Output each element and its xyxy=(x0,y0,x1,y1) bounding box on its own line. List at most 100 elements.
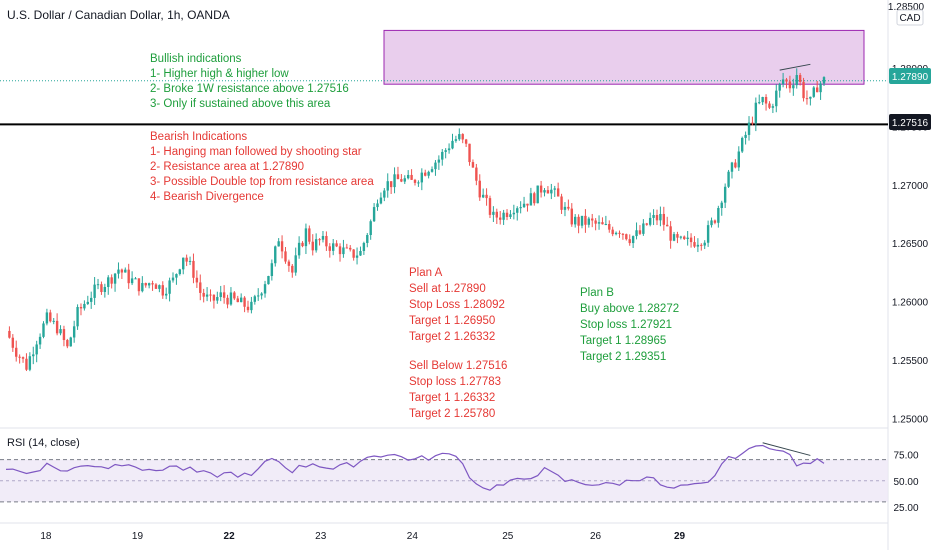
candle-body xyxy=(362,242,366,251)
candle-body xyxy=(481,194,485,198)
candle-body xyxy=(280,241,284,252)
candle-body xyxy=(812,87,815,97)
time-tick-label: 29 xyxy=(674,531,686,542)
candle-body xyxy=(332,243,335,251)
plan-a-line: Target 2 1.26332 xyxy=(409,331,495,343)
candle-body xyxy=(730,162,734,172)
candle-body xyxy=(185,257,188,262)
candle-body xyxy=(611,229,614,235)
candle-body xyxy=(485,194,488,199)
candle-body xyxy=(669,226,672,241)
candle-body xyxy=(178,269,182,275)
plan-a-alt-line: Stop loss 1.27783 xyxy=(409,376,501,388)
candle-body xyxy=(584,215,587,225)
candle-body xyxy=(754,102,758,124)
candle-body xyxy=(781,79,785,84)
candle-body xyxy=(233,292,236,299)
candle-body xyxy=(49,312,52,322)
candle-body xyxy=(352,249,355,258)
top-price-cut: 1.28500 xyxy=(888,2,925,13)
candle-body xyxy=(424,172,427,176)
candle-body xyxy=(468,143,471,163)
candle-body xyxy=(100,284,103,293)
currency-box[interactable] xyxy=(896,9,924,26)
candle-body xyxy=(771,106,775,108)
rsi-axis: 75.00 50.00 25.00 xyxy=(893,450,918,514)
candle-body xyxy=(464,139,468,144)
candle-body xyxy=(147,283,151,286)
candle-body xyxy=(342,247,345,255)
candle-body xyxy=(66,340,69,347)
candle-body xyxy=(628,239,631,244)
candle-body xyxy=(35,344,38,355)
candle-body xyxy=(580,215,584,226)
candle-body xyxy=(62,329,66,341)
candle-body xyxy=(451,140,454,149)
candle-body xyxy=(410,174,413,180)
candle-body xyxy=(546,190,550,194)
candle-body xyxy=(253,296,257,302)
candle-body xyxy=(618,232,621,234)
candle-body xyxy=(314,239,318,251)
candle-body xyxy=(587,218,591,225)
time-tick-label: 24 xyxy=(407,531,419,542)
candle-body xyxy=(212,294,216,301)
candle-body xyxy=(222,292,226,298)
candle-body xyxy=(645,223,648,225)
price-tick-label: 1.26000 xyxy=(892,298,929,309)
candle-body xyxy=(788,81,792,89)
candle-body xyxy=(76,307,79,327)
candle-body xyxy=(420,172,424,183)
candle-body xyxy=(335,243,338,247)
candle-body xyxy=(430,169,434,172)
candle-body xyxy=(519,207,522,209)
candle-body xyxy=(822,77,826,84)
candle-body xyxy=(260,293,263,296)
price-tick-label: 1.25000 xyxy=(892,415,929,426)
plan-b-line: Target 2 1.29351 xyxy=(580,351,666,363)
candle-body xyxy=(659,213,662,221)
candle-body xyxy=(785,79,788,82)
candle-body xyxy=(642,223,645,234)
rsi-divergence-line[interactable] xyxy=(762,442,811,456)
candle-body xyxy=(608,223,611,230)
plan-a-alt-line: Sell Below 1.27516 xyxy=(409,360,507,372)
candle-body xyxy=(560,196,563,210)
candle-body xyxy=(413,179,417,183)
candle-body xyxy=(188,260,192,262)
candle-body xyxy=(798,75,802,82)
resistance-zone[interactable] xyxy=(383,29,865,85)
candle-body xyxy=(328,246,331,251)
rsi-line xyxy=(5,444,825,491)
price-tick-label: 1.27000 xyxy=(892,181,929,192)
candle-body xyxy=(52,320,55,322)
candle-body xyxy=(154,284,158,289)
candle-body xyxy=(539,185,543,193)
candle-body xyxy=(79,307,83,309)
candle-body xyxy=(345,247,349,249)
bullish-annotation[interactable]: Bullish indications 1- Higher high & hig… xyxy=(150,53,349,110)
candle-body xyxy=(744,134,747,138)
candle-body xyxy=(366,235,369,243)
price-divergence-line[interactable] xyxy=(779,63,811,71)
plan-b-annotation[interactable]: Plan B Buy above 1.28272 Stop loss 1.279… xyxy=(580,287,679,363)
plan-b-line: Target 1 1.28965 xyxy=(580,335,666,347)
candle-body xyxy=(93,284,96,298)
resistance-price-label: 1.27516 xyxy=(892,118,929,129)
candle-body xyxy=(134,278,137,280)
candle-body xyxy=(591,218,594,221)
candle-body xyxy=(406,174,410,179)
candle-body xyxy=(478,180,481,198)
candle-body xyxy=(107,277,110,287)
candle-body xyxy=(42,323,45,337)
candle-body xyxy=(28,356,32,370)
plan-a-annotation[interactable]: Plan A Sell at 1.27890 Stop Loss 1.28092… xyxy=(409,267,507,420)
bearish-annotation[interactable]: Bearish Indications 1- Hanging man follo… xyxy=(150,131,374,203)
time-axis[interactable]: 18 19 22 23 24 25 26 29 xyxy=(40,531,685,542)
candle-body xyxy=(202,292,205,297)
candle-body xyxy=(815,87,819,93)
candle-body xyxy=(369,221,372,236)
plan-a-alt-line: Target 1 1.26332 xyxy=(409,392,495,404)
candle-body xyxy=(376,203,379,208)
